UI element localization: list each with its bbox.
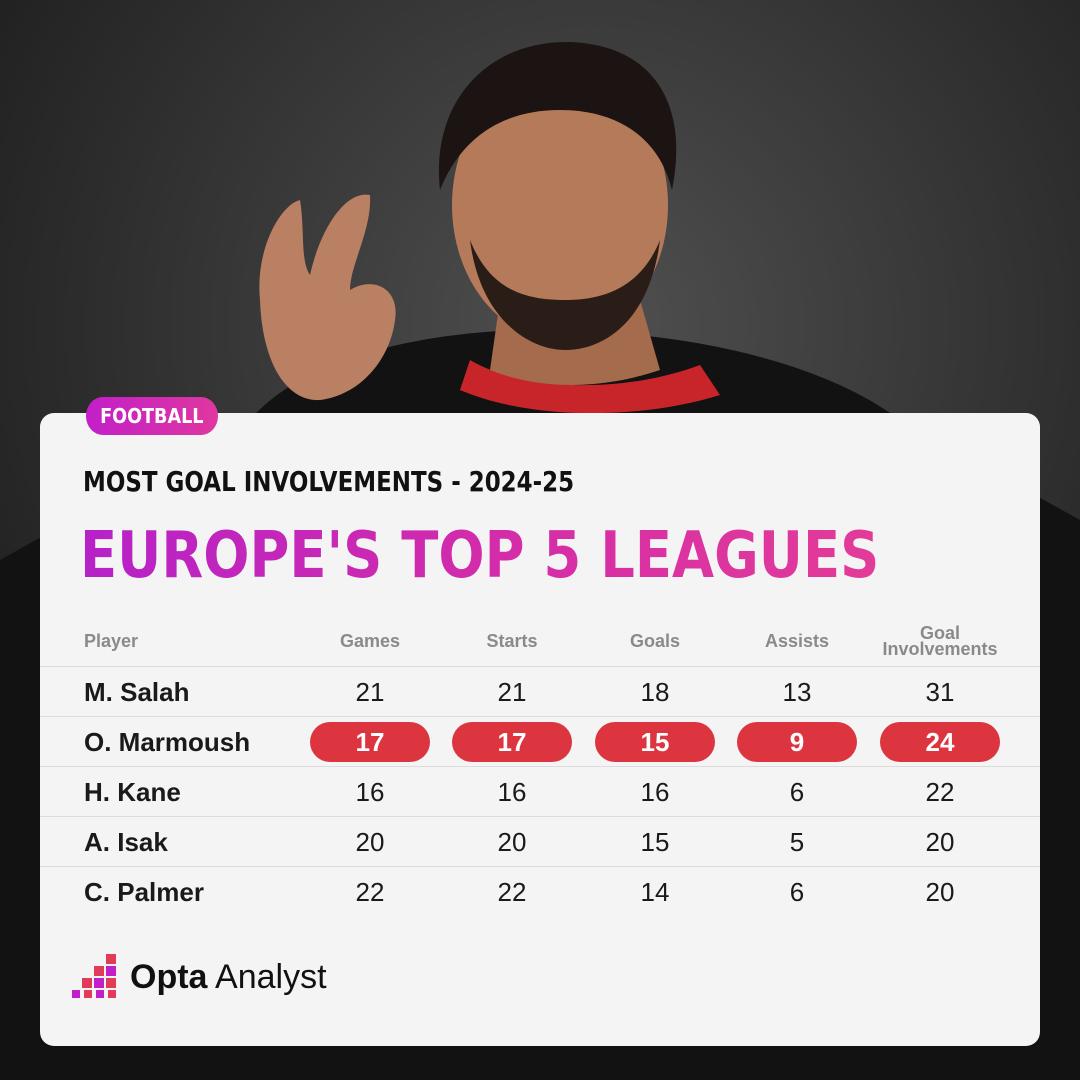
header-assists: Assists [764,631,830,651]
starts-cell: 20 [497,826,527,857]
player-name: H. Kane [84,776,181,807]
assists-cell: 6 [789,876,805,907]
gi-cell: 31 [925,676,955,707]
goals-cell: 16 [640,776,670,807]
games-cell: 22 [355,876,385,907]
goals-cell: 15 [595,717,715,767]
table-row: M. Salah 21 21 18 13 31 [40,666,1040,717]
header-games: Games [339,631,401,651]
games-cell: 16 [355,776,385,807]
assists-cell: 9 [737,717,857,767]
starts-cell: 16 [497,776,527,807]
player-name: M. Salah [84,676,190,707]
header-goal-involvements: Goal Involvements [882,623,998,659]
games-cell: 20 [355,826,385,857]
table-row: A. Isak 20 20 15 5 20 [40,816,1040,867]
gi-cell: 20 [925,826,955,857]
player-name: A. Isak [84,826,168,857]
assists-cell: 13 [782,676,812,707]
assists-cell: 5 [789,826,805,857]
header-starts: Starts [486,631,538,651]
player-name: O. Marmoush [84,726,251,757]
table-row: H. Kane 16 16 16 6 22 [40,766,1040,817]
goals-cell: 15 [640,826,670,857]
starts-cell: 22 [497,876,527,907]
gi-cell: 22 [925,776,955,807]
header-goals: Goals [629,631,681,651]
games-cell: 21 [355,676,385,707]
brand-bold: Opta [130,958,208,996]
brand-light: Analyst [215,958,327,996]
brand-logo: Opta Analyst [130,958,327,997]
starts-cell: 21 [497,676,527,707]
player-name: C. Palmer [84,876,204,907]
gi-cell: 24 [880,717,1000,767]
category-badge: FOOTBALL [86,397,218,435]
table-row-highlighted: O. Marmoush 17 17 15 9 24 [40,716,1040,767]
games-cell: 17 [310,717,430,767]
table-row: C. Palmer 22 22 14 6 20 [40,866,1040,917]
assists-cell: 6 [789,776,805,807]
opta-logo-icon [72,954,116,998]
goals-cell: 14 [640,876,670,907]
starts-cell: 17 [452,717,572,767]
goals-cell: 18 [640,676,670,707]
gi-cell: 20 [925,876,955,907]
header-player: Player [84,631,139,651]
table-header: Player Games Starts Goals Assists Goal I… [40,618,1040,664]
subtitle: MOST GOAL INVOLVEMENTS - 2024-25 [83,465,575,498]
page-title: EUROPE'S TOP 5 LEAGUES [80,516,879,596]
